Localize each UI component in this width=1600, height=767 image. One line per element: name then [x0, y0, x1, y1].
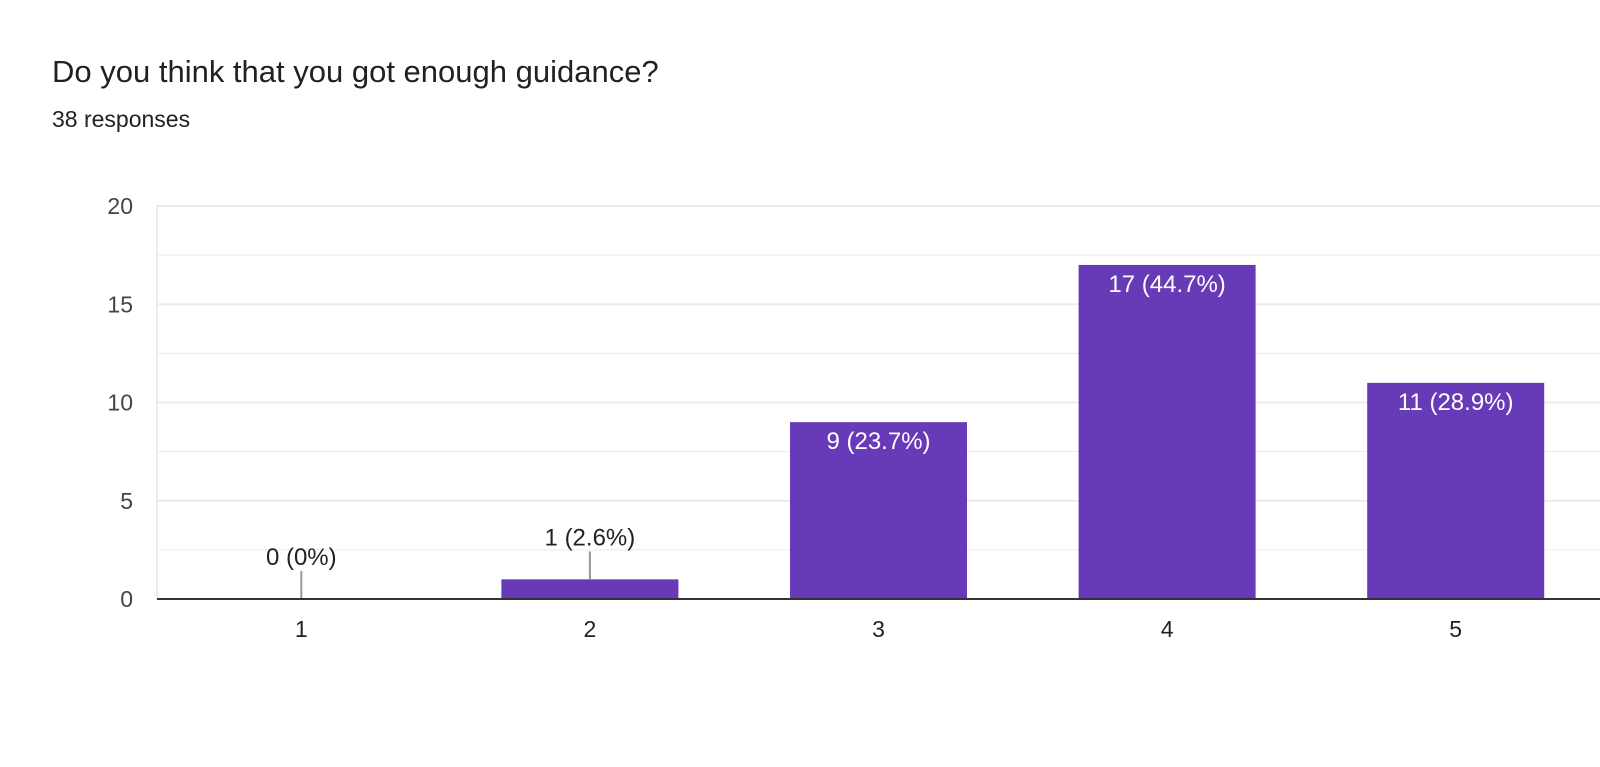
response-count: 38 responses [52, 106, 191, 132]
bar [1367, 382, 1545, 599]
y-tick-label: 15 [107, 291, 133, 317]
x-tick-label: 4 [1161, 616, 1174, 642]
data-label: 0 (0%) [266, 544, 337, 571]
data-label: 9 (23.7%) [826, 428, 930, 455]
data-label: 17 (44.7%) [1108, 271, 1225, 298]
x-tick-label: 5 [1449, 616, 1462, 642]
y-tick-label: 5 [120, 488, 133, 514]
bar [1078, 264, 1256, 599]
bar [790, 422, 967, 599]
question-title: Do you think that you got enough guidanc… [52, 54, 659, 89]
y-tick-label: 10 [107, 390, 133, 416]
x-tick-label: 3 [872, 616, 885, 642]
bar [501, 579, 679, 599]
data-label: 1 (2.6%) [545, 524, 636, 551]
y-tick-label: 20 [107, 193, 133, 219]
y-tick-label: 0 [120, 586, 133, 612]
x-tick-label: 2 [584, 616, 597, 642]
data-label: 11 (28.9%) [1398, 389, 1514, 416]
x-tick-label: 1 [295, 616, 308, 642]
